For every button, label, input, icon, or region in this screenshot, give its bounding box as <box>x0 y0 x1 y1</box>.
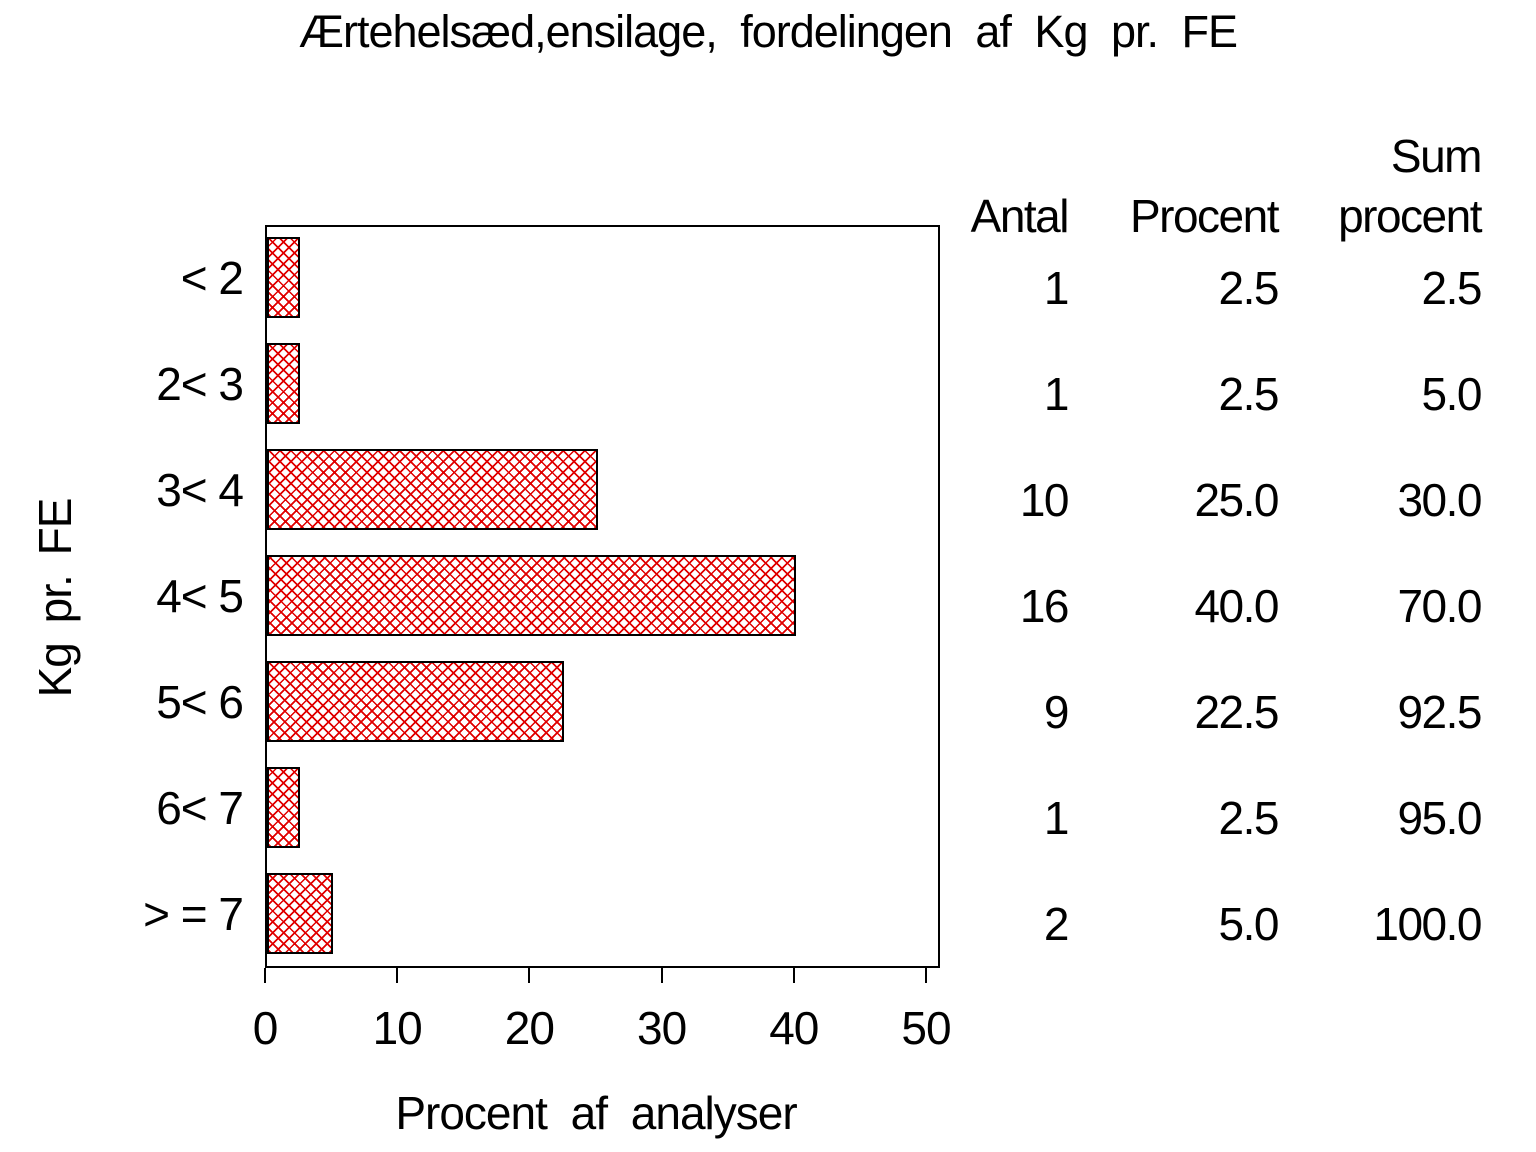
table-cell-procent: 40.0 <box>1194 579 1279 632</box>
chart-title: Ærtehelsæd,ensilage, fordelingen af Kg p… <box>298 6 1238 57</box>
table-cell-sum_procent: 30.0 <box>1397 473 1482 526</box>
x-tick-label: 40 <box>769 1002 819 1054</box>
table-header: Procent <box>1129 190 1280 242</box>
table-header: Sum <box>1390 130 1483 182</box>
x-tick-mark <box>925 968 927 983</box>
x-tick-mark <box>528 968 531 983</box>
table-cell-sum_procent: 100.0 <box>1373 897 1482 950</box>
table-cell-sum_procent: 95.0 <box>1397 791 1482 844</box>
table-cell-antal: 1 <box>1043 367 1070 420</box>
x-tick-mark <box>792 968 795 983</box>
table-cell-procent: 5.0 <box>1218 897 1280 950</box>
x-tick-label: 30 <box>637 1002 687 1054</box>
table-header: Antal <box>970 190 1070 242</box>
x-tick-mark <box>264 968 266 983</box>
category-label: 4< 5 <box>156 569 244 622</box>
bar-3< 4 <box>267 449 598 530</box>
table-cell-procent: 2.5 <box>1218 367 1280 420</box>
table-cell-procent: 22.5 <box>1194 685 1279 738</box>
category-label: > = 7 <box>143 887 244 940</box>
category-label: 6< 7 <box>156 781 244 834</box>
x-axis-title: Procent af analyser <box>395 1087 797 1139</box>
x-tick-label: 10 <box>372 1002 423 1054</box>
table-cell-antal: 10 <box>1019 473 1070 526</box>
bar-4< 5 <box>267 555 796 636</box>
table-cell-antal: 1 <box>1043 261 1070 314</box>
table-cell-sum_procent: 2.5 <box>1421 261 1483 314</box>
x-tick-label: 20 <box>504 1002 555 1054</box>
category-label: 2< 3 <box>156 357 244 410</box>
x-tick-label: 50 <box>901 1002 951 1054</box>
table-cell-antal: 1 <box>1043 791 1070 844</box>
table-cell-procent: 25.0 <box>1194 473 1279 526</box>
bar-6< 7 <box>267 767 300 848</box>
category-label: < 2 <box>180 251 244 304</box>
table-cell-sum_procent: 5.0 <box>1421 367 1483 420</box>
table-cell-procent: 2.5 <box>1218 261 1280 314</box>
bar-< 2 <box>267 237 300 318</box>
table-cell-sum_procent: 70.0 <box>1397 579 1482 632</box>
table-cell-antal: 16 <box>1019 579 1070 632</box>
bar-5< 6 <box>267 661 564 742</box>
table-cell-sum_procent: 92.5 <box>1397 685 1482 738</box>
bar-2< 3 <box>267 343 300 424</box>
table-cell-antal: 9 <box>1043 685 1070 738</box>
x-tick-mark <box>660 968 663 983</box>
x-tick-label: 0 <box>252 1002 279 1054</box>
table-cell-procent: 2.5 <box>1218 791 1280 844</box>
table-header: procent <box>1338 190 1482 242</box>
category-label: 5< 6 <box>156 675 244 728</box>
bar-> = 7 <box>267 873 333 954</box>
table-cell-antal: 2 <box>1043 897 1070 950</box>
x-tick-mark <box>396 968 399 983</box>
plot-area <box>265 225 940 968</box>
category-label: 3< 4 <box>156 463 244 516</box>
y-axis-title: Kg pr. FE <box>29 498 81 698</box>
